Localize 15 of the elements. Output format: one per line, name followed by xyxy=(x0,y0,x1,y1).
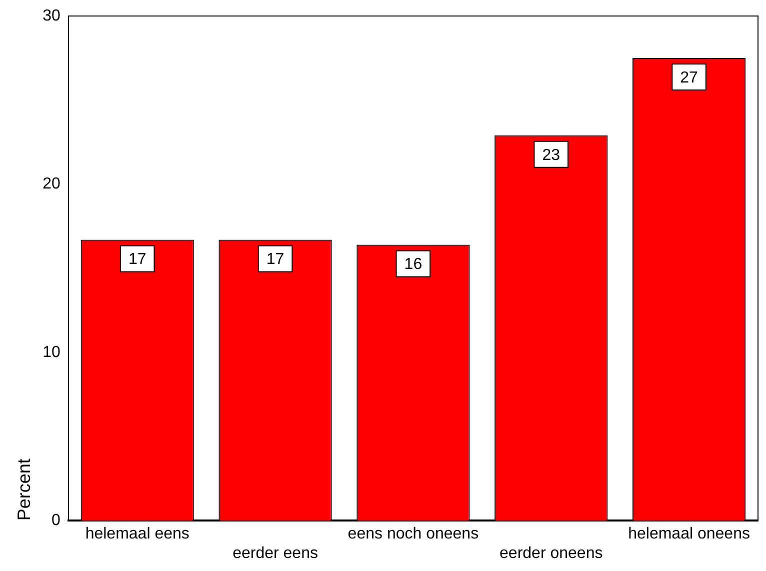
data-label: 17 xyxy=(128,251,146,268)
x-tick-label: helemaal eens xyxy=(85,526,190,543)
y-tick-label: 10 xyxy=(42,344,60,361)
x-tick-label: eerder eens xyxy=(232,544,318,562)
y-axis-title: Percent xyxy=(14,458,34,521)
y-tick-label: 0 xyxy=(51,512,60,530)
x-tick-label: helemaal oneens xyxy=(628,526,750,543)
data-label: 23 xyxy=(542,146,560,164)
y-tick-label: 30 xyxy=(42,7,60,24)
x-tick-label: eens noch oneens xyxy=(348,526,479,543)
y-tick-label: 20 xyxy=(42,176,60,193)
data-label: 27 xyxy=(680,69,698,86)
x-tick-label: eerder oneens xyxy=(500,544,603,562)
data-label: 17 xyxy=(266,251,284,268)
data-label: 16 xyxy=(404,256,422,274)
